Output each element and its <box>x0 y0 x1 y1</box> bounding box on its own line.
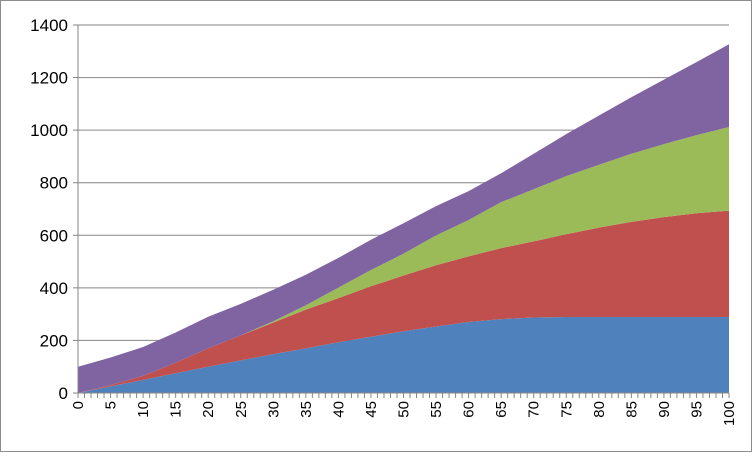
y-tick-label: 1200 <box>30 69 68 88</box>
x-tick-label: 65 <box>493 401 510 418</box>
series-area-1 <box>78 317 729 393</box>
y-tick-label: 1400 <box>30 16 68 35</box>
series-area-2 <box>78 210 729 393</box>
x-tick-label: 5 <box>103 401 120 409</box>
y-tick-label: 400 <box>40 279 68 298</box>
x-tick-label: 95 <box>688 401 705 418</box>
x-tick-label: 0 <box>70 401 87 409</box>
x-tick-label: 60 <box>461 401 478 418</box>
y-tick-label: 600 <box>40 226 68 245</box>
y-tick-label: 800 <box>40 174 68 193</box>
x-tick-label: 15 <box>168 401 185 418</box>
x-tick-label: 100 <box>721 401 738 426</box>
series-area-4 <box>78 44 729 394</box>
x-tick-label: 75 <box>558 401 575 418</box>
x-tick-label: 30 <box>265 401 282 418</box>
area-series <box>78 44 729 394</box>
x-tick-label: 85 <box>623 401 640 418</box>
x-tick-label: 55 <box>428 401 445 418</box>
series-area-3 <box>78 126 729 393</box>
x-tick-label: 70 <box>526 401 543 418</box>
y-tick-label: 200 <box>40 331 68 350</box>
y-tick-label: 0 <box>59 384 68 403</box>
x-tick-labels: 0 5 10 15 20 25 30 35 40 45 50 55 60 65 70 75 80 85 90 95 10… <box>70 401 738 426</box>
x-tick-label: 25 <box>233 401 250 418</box>
x-tick-label: 90 <box>656 401 673 418</box>
x-tick-label: 80 <box>591 401 608 418</box>
x-tick-label: 35 <box>298 401 315 418</box>
x-tick-label: 10 <box>135 401 152 418</box>
x-tick-label: 45 <box>363 401 380 418</box>
x-tick-label: 50 <box>396 401 413 418</box>
x-tick-label: 20 <box>200 401 217 418</box>
y-tick-label: 1000 <box>30 121 68 140</box>
x-tick-label: 40 <box>330 401 347 418</box>
y-tick-labels: 0 200 400 600 800 1000 1200 1400 <box>30 16 68 403</box>
axes <box>73 24 730 398</box>
